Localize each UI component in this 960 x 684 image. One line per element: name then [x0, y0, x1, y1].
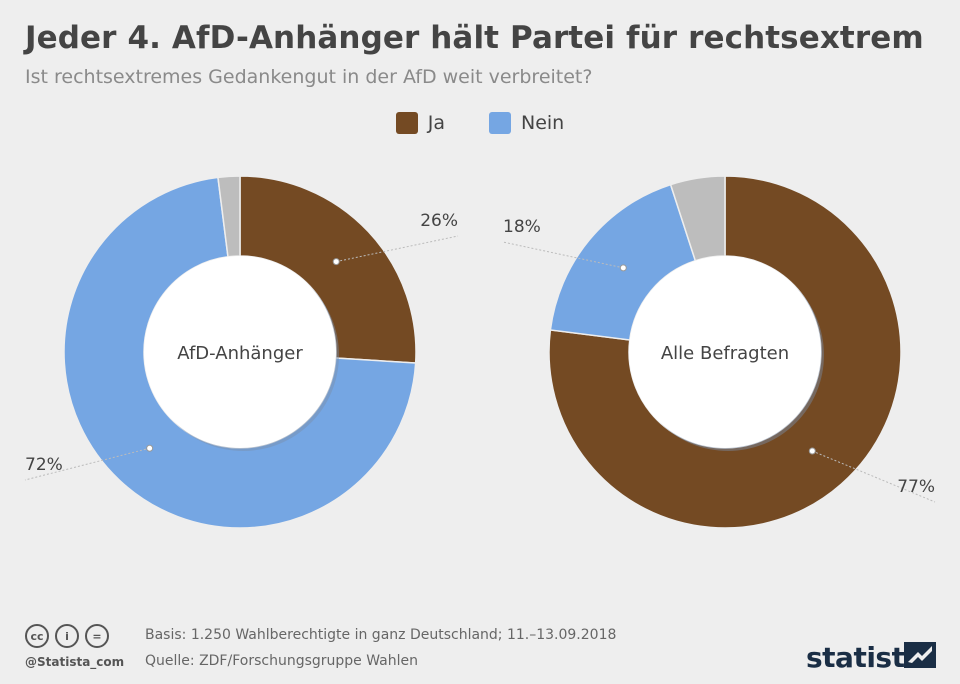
donut-2-data-label-2: 18% — [503, 217, 541, 237]
statista-handle: @Statista_com — [25, 655, 125, 669]
donut-1-leader-1 — [336, 235, 459, 263]
donut-1-leader-dot-1 — [332, 258, 340, 266]
chart-title: Jeder 4. AfD-Anhänger hält Partei für re… — [25, 20, 924, 56]
donut-1-data-label-2: 72% — [25, 455, 63, 475]
basis-note: Basis: 1.250 Wahlberechtigte in ganz Deu… — [145, 627, 617, 643]
legend-label-ja: Ja — [427, 112, 445, 134]
donut-2-leader-dot-1 — [808, 447, 816, 455]
donut-1-data-label-1: 26% — [420, 211, 458, 231]
nd-icon: = — [85, 624, 109, 648]
donut-1-leader-2 — [24, 447, 150, 481]
donut-2-hole — [629, 256, 821, 448]
statista-logo-text: statista — [806, 641, 923, 674]
donut-2-center-label: Alle Befragten — [661, 343, 789, 364]
donut-1-leader-dot-2 — [146, 444, 154, 452]
legend-item-ja: Ja — [395, 112, 445, 134]
donut-2-data-label-1: 77% — [897, 477, 935, 497]
license-icons: cc i = — [25, 624, 109, 648]
donut-2-leader-2 — [502, 241, 624, 269]
chart-subtitle: Ist rechtsextremes Gedankengut in der Af… — [25, 66, 593, 88]
donut-2-leader-dot-2 — [619, 264, 627, 272]
cc-icon: cc — [25, 624, 49, 648]
legend-item-nein: Nein — [489, 112, 564, 134]
legend: Ja Nein — [0, 112, 960, 134]
donut-1-center-label: AfD-Anhänger — [177, 343, 303, 364]
donut-1-hole — [144, 256, 336, 448]
statista-logo-icon — [904, 642, 936, 668]
legend-label-nein: Nein — [521, 112, 565, 134]
source-note: Quelle: ZDF/Forschungsgruppe Wahlen — [145, 653, 418, 669]
legend-swatch-ja — [395, 112, 418, 134]
legend-swatch-nein — [489, 112, 511, 134]
by-icon: i — [55, 624, 79, 648]
